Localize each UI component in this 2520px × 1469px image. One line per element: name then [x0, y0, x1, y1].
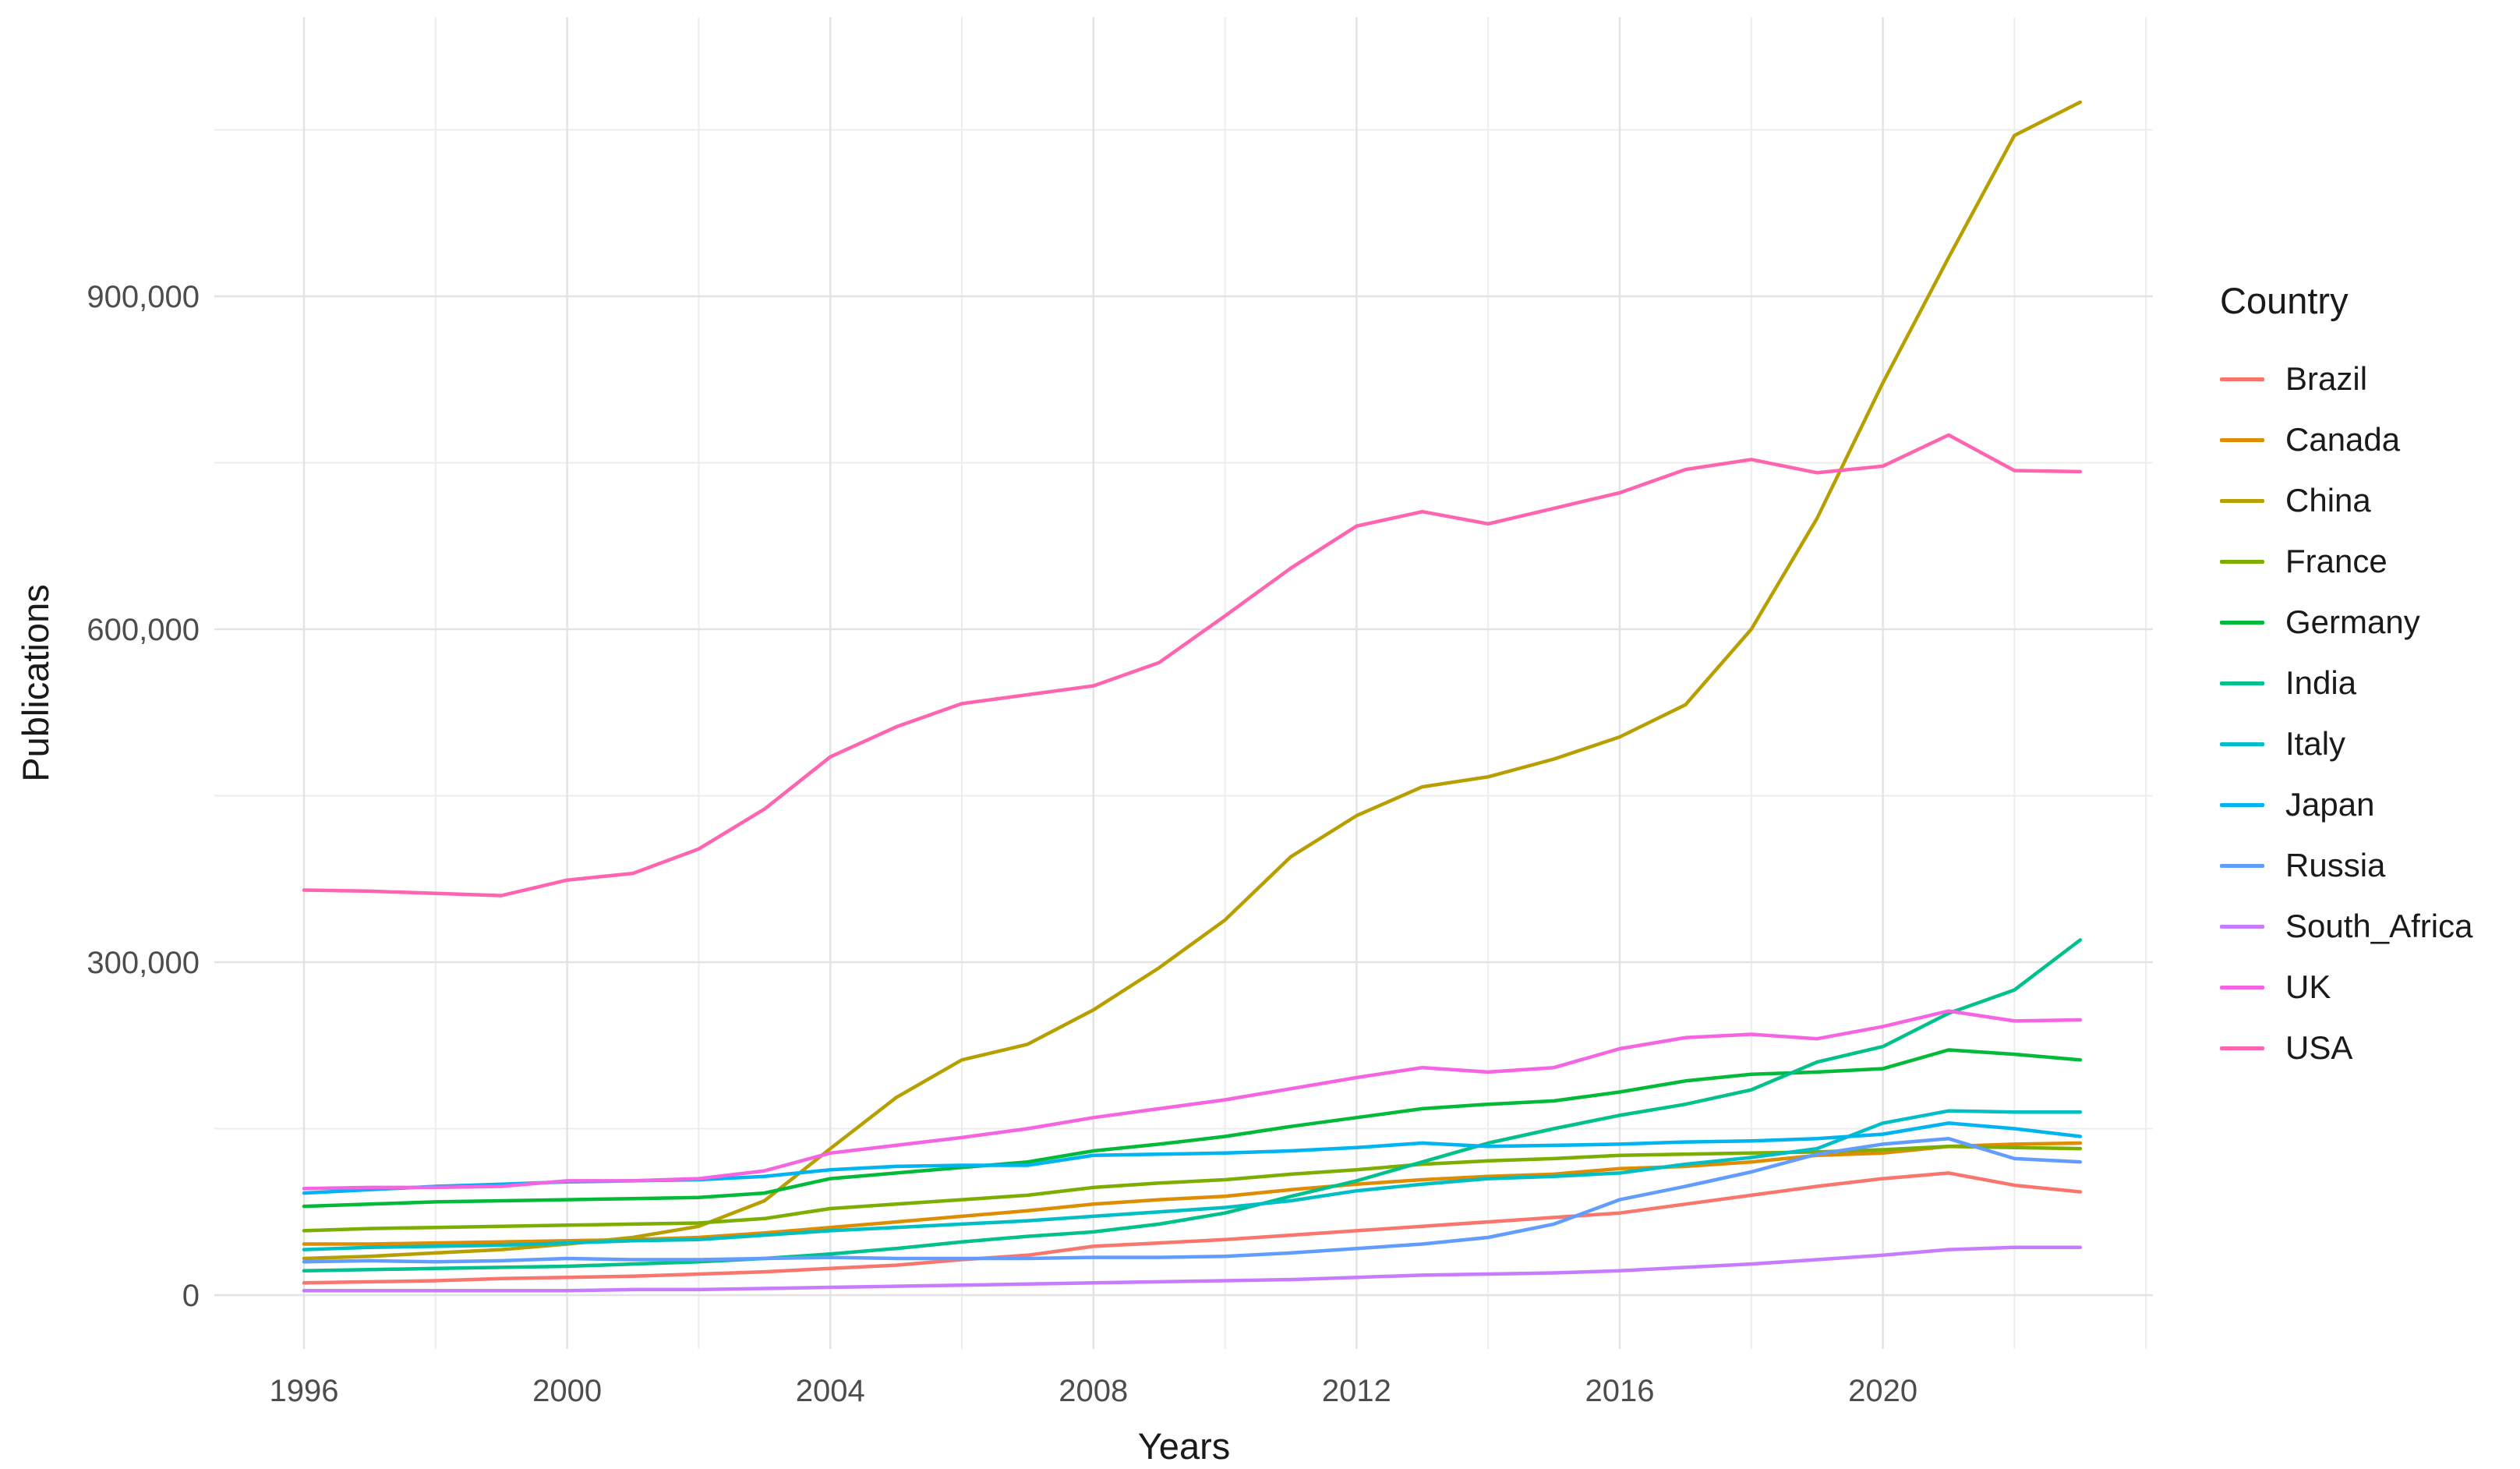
legend-item-label: Brazil	[2285, 360, 2368, 397]
legend-line-swatch-icon	[2220, 863, 2264, 868]
legend-item: Germany	[2220, 592, 2516, 653]
legend-item-label: India	[2285, 664, 2357, 701]
legend-title: Country	[2220, 280, 2349, 321]
legend-item: Italy	[2220, 713, 2516, 774]
legend-item: India	[2220, 653, 2516, 713]
legend-item: China	[2220, 470, 2516, 531]
legend-line-swatch-icon	[2220, 985, 2264, 989]
line-South_Africa	[302, 1245, 2083, 1293]
legend-line-swatch-icon	[2220, 377, 2264, 381]
legend-item-label: China	[2285, 482, 2371, 519]
legend-item: South_Africa	[2220, 896, 2516, 957]
legend-item-label: UK	[2285, 968, 2331, 1005]
y-tick-label: 900,000	[87, 280, 200, 314]
legend-line-swatch-icon	[2220, 924, 2264, 929]
line-USA	[302, 433, 2083, 897]
legend-item: Russia	[2220, 835, 2516, 896]
line-UK	[302, 1009, 2083, 1191]
legend-item-label: Canada	[2285, 421, 2401, 458]
x-axis-title: Years	[1138, 1425, 1230, 1467]
series-lines	[302, 100, 2083, 1293]
y-tick-label: 300,000	[87, 946, 200, 980]
x-tick-label: 2008	[1059, 1374, 1128, 1408]
x-tick-label: 2012	[1322, 1374, 1391, 1408]
legend-item: UK	[2220, 957, 2516, 1018]
line-Brazil	[302, 1171, 2083, 1285]
legend-item: Brazil	[2220, 349, 2516, 409]
legend-line-swatch-icon	[2220, 437, 2264, 442]
legend-line-swatch-icon	[2220, 681, 2264, 685]
legend-items: Brazil Canada China France Germany India…	[2220, 349, 2516, 1078]
legend-item-label: Italy	[2285, 725, 2346, 762]
axis-tick-labels: 1996 2000 2004 2008 2012 2016 2020 0 300,000 600,…	[87, 280, 1917, 1408]
legend-item-label: Japan	[2285, 786, 2375, 823]
y-tick-label: 600,000	[87, 613, 200, 647]
x-tick-label: 1996	[270, 1374, 339, 1408]
legend-item-label: Germany	[2285, 604, 2420, 640]
line-Russia	[302, 1137, 2083, 1264]
line-India	[302, 938, 2083, 1273]
legend-line-swatch-icon	[2220, 498, 2264, 503]
legend-line-swatch-icon	[2220, 620, 2264, 625]
legend-line-swatch-icon	[2220, 742, 2264, 746]
legend-line-swatch-icon	[2220, 802, 2264, 807]
x-tick-label: 2000	[532, 1374, 602, 1408]
line-China	[302, 100, 2083, 1261]
y-tick-label: 0	[182, 1279, 200, 1313]
legend-line-swatch-icon	[2220, 559, 2264, 564]
legend-item-label: France	[2285, 543, 2387, 579]
line-Italy	[302, 1109, 2083, 1251]
line-Germany	[302, 1048, 2083, 1209]
legend-item-label: Russia	[2285, 847, 2386, 883]
gridlines	[214, 17, 2153, 1349]
legend-item-label: South_Africa	[2285, 908, 2473, 944]
x-tick-label: 2016	[1585, 1374, 1655, 1408]
legend-item: Canada	[2220, 409, 2516, 470]
x-tick-label: 2004	[796, 1374, 865, 1408]
legend-item: USA	[2220, 1018, 2516, 1078]
x-tick-label: 2020	[1848, 1374, 1917, 1408]
y-axis-title: Publications	[15, 584, 56, 781]
line-Canada	[302, 1141, 2083, 1246]
legend-item: France	[2220, 531, 2516, 592]
legend-item: Japan	[2220, 774, 2516, 835]
legend: Country Brazil Canada China France Germa…	[2220, 279, 2516, 1078]
legend-item-label: USA	[2285, 1029, 2353, 1066]
legend-line-swatch-icon	[2220, 1046, 2264, 1050]
